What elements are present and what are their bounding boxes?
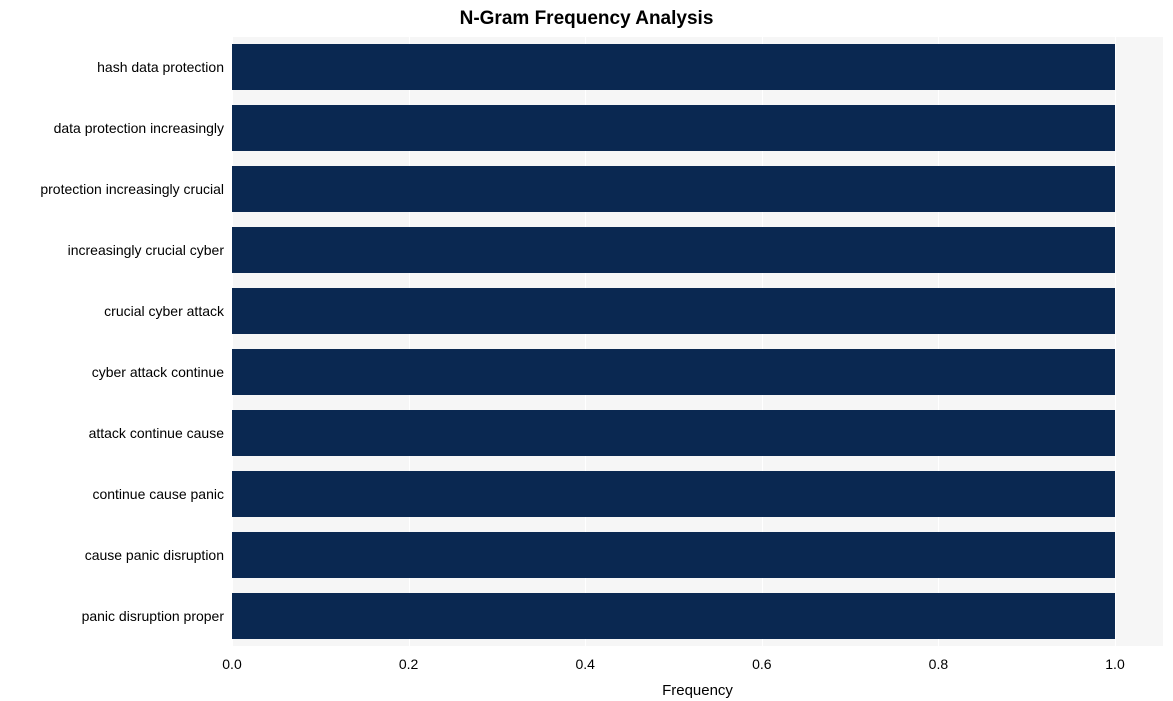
bar [232,44,1115,90]
bar [232,105,1115,151]
bar [232,349,1115,395]
plot-area: Frequency 0.00.20.40.60.81.0hash data pr… [232,37,1163,646]
bar [232,166,1115,212]
grid-line [1115,37,1116,646]
y-tick-label: continue cause panic [92,486,232,502]
bar [232,593,1115,639]
y-tick-label: cause panic disruption [85,547,232,563]
bar [232,227,1115,273]
y-tick-label: hash data protection [97,59,232,75]
x-tick-label: 0.2 [399,646,418,672]
y-tick-label: panic disruption proper [82,608,232,624]
chart-title: N-Gram Frequency Analysis [0,8,1173,30]
x-tick-label: 0.6 [752,646,771,672]
y-tick-label: cyber attack continue [92,364,232,380]
x-tick-label: 0.4 [575,646,594,672]
x-tick-label: 1.0 [1105,646,1124,672]
bar [232,471,1115,517]
bar [232,532,1115,578]
x-tick-label: 0.8 [929,646,948,672]
y-tick-label: increasingly crucial cyber [68,242,232,258]
y-tick-label: protection increasingly crucial [40,181,232,197]
ngram-frequency-chart: N-Gram Frequency Analysis Frequency 0.00… [0,0,1173,701]
y-tick-label: attack continue cause [89,425,232,441]
y-tick-label: data protection increasingly [54,120,232,136]
x-tick-label: 0.0 [222,646,241,672]
y-tick-label: crucial cyber attack [104,303,232,319]
x-axis-label: Frequency [232,646,1163,699]
bar [232,288,1115,334]
bar [232,410,1115,456]
